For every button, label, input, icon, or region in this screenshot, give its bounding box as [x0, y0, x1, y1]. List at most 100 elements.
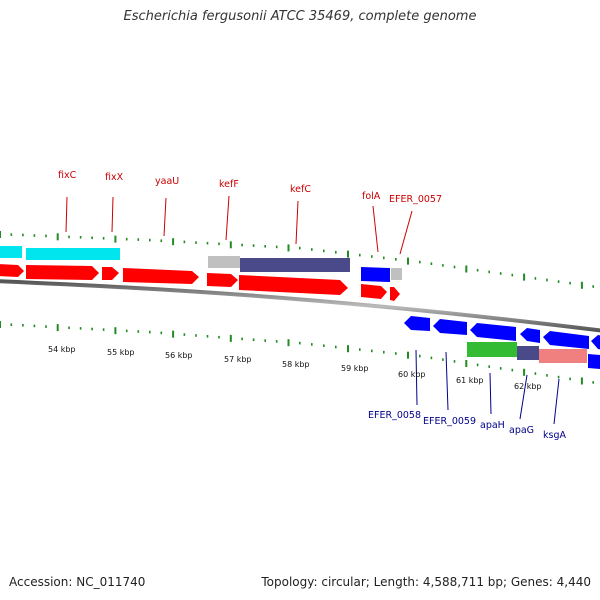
minor-tick: [371, 349, 373, 353]
minor-tick: [488, 365, 490, 368]
minor-tick: [395, 258, 397, 261]
gene-fixC: [26, 265, 99, 280]
minor-tick: [359, 348, 361, 351]
minor-tick: [453, 360, 456, 363]
minor-tick: [499, 367, 502, 370]
major-tick: [580, 281, 583, 289]
label-kefF: kefF: [219, 179, 239, 190]
minor-tick: [323, 249, 325, 253]
gray-feature: [208, 256, 240, 268]
minor-tick: [68, 326, 70, 330]
minor-tick: [33, 234, 36, 237]
gene-kefC: [239, 275, 348, 295]
genome-backbone: [0, 279, 600, 333]
label-line: [225, 195, 230, 241]
minor-tick: [395, 352, 397, 355]
minor-tick: [91, 236, 93, 240]
minor-tick: [311, 248, 313, 251]
minor-tick: [592, 381, 594, 384]
minor-tick: [264, 245, 266, 248]
label-apaH: apaH: [480, 420, 505, 431]
label-fixC: fixC: [58, 170, 77, 181]
scale-label: 54 kbp: [48, 345, 76, 354]
minor-tick: [149, 238, 151, 242]
minor-tick: [218, 242, 220, 246]
label-line: [519, 374, 528, 420]
minor-tick: [299, 341, 301, 345]
gene-apaH: [470, 323, 516, 341]
minor-tick: [33, 324, 36, 328]
minor-tick: [79, 236, 82, 239]
minor-tick: [91, 327, 93, 331]
map-title: Escherichia fergusonii ATCC 35469, compl…: [123, 9, 477, 24]
minor-tick: [383, 256, 385, 260]
major-tick: [0, 231, 1, 238]
minor-tick: [264, 339, 266, 342]
label-line: [65, 196, 68, 233]
minor-tick: [10, 233, 13, 236]
label-kefC: kefC: [290, 184, 311, 195]
minor-tick: [137, 330, 140, 333]
minor-tick: [511, 368, 514, 372]
minor-tick: [195, 334, 197, 337]
minor-tick: [137, 238, 140, 241]
label-EFER_0058: EFER_0058: [368, 410, 421, 421]
gene-kefF: [207, 273, 238, 287]
label-line: [111, 196, 114, 233]
minor-tick: [299, 246, 301, 250]
minor-tick: [557, 375, 560, 379]
minor-tick: [45, 234, 47, 238]
minor-tick: [125, 237, 128, 241]
minor-tick: [499, 272, 502, 275]
minor-tick: [160, 331, 163, 335]
minor-tick: [383, 350, 385, 354]
scale-label: 57 kbp: [224, 355, 252, 364]
gene-folA: [361, 284, 387, 299]
minor-tick: [125, 329, 128, 333]
scale-labels: 54 kbp 55 kbp 56 kbp 57 kbp 58 kbp 59 kb…: [48, 345, 542, 391]
major-tick: [56, 324, 59, 332]
genome-stats-text: Topology: circular; Length: 4,588,711 bp…: [261, 575, 591, 589]
scale-label: 55 kbp: [107, 348, 135, 357]
minor-tick: [335, 345, 337, 349]
cyan-feature: [0, 246, 22, 258]
minor-tick: [419, 260, 421, 264]
label-fixX: fixX: [105, 172, 124, 183]
minor-tick: [430, 262, 433, 265]
minor-tick: [218, 335, 220, 339]
minor-tick: [22, 324, 24, 327]
top-gene-labels: fixC fixX yaaU kefF kefC folA EFER_0057: [58, 170, 442, 255]
label-line: [553, 378, 560, 425]
minor-tick: [22, 233, 24, 237]
minor-tick: [275, 245, 278, 249]
gene-fixX: [102, 267, 119, 280]
top-tick-ring: [0, 231, 594, 289]
major-tick: [465, 360, 468, 367]
major-tick: [172, 238, 175, 246]
minor-tick: [557, 280, 560, 283]
label-line: [399, 210, 413, 255]
minor-tick: [534, 372, 537, 375]
label-line: [445, 351, 449, 411]
gene-next: [591, 335, 600, 350]
minor-tick: [311, 343, 313, 346]
major-tick: [229, 334, 232, 342]
minor-tick: [241, 337, 243, 341]
label-apaG: apaG: [509, 425, 534, 436]
minor-tick: [335, 251, 337, 254]
minor-tick: [534, 277, 537, 280]
major-tick: [407, 351, 409, 359]
major-tick: [347, 250, 349, 258]
minor-tick: [323, 344, 325, 347]
scale-label: 62 kbp: [514, 382, 542, 391]
major-tick: [56, 233, 59, 241]
minor-tick: [488, 270, 490, 274]
major-tick: [114, 235, 117, 243]
minor-tick: [569, 281, 571, 285]
gene-EFER_0059: [433, 319, 467, 335]
major-tick: [465, 265, 468, 273]
minor-tick: [195, 241, 197, 244]
gene-yaaU: [123, 268, 199, 284]
pink-feature: [539, 349, 587, 363]
label-yaaU: yaaU: [155, 176, 179, 187]
